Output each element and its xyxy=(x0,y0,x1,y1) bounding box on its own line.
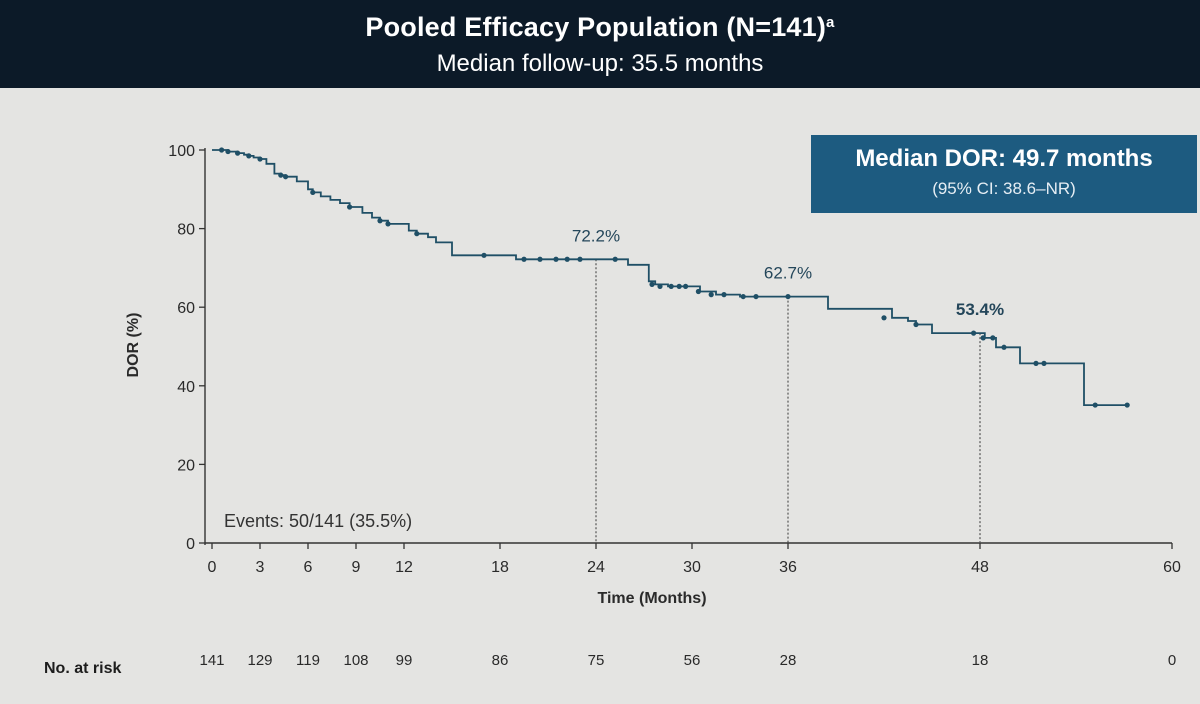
risk-table-value: 108 xyxy=(343,652,368,669)
title-footnote-marker: a xyxy=(826,14,835,31)
censor-mark xyxy=(668,283,674,289)
landmark-rate-label: 72.2% xyxy=(572,226,620,245)
risk-table-value: 86 xyxy=(492,652,509,669)
y-axis-title: DOR (%) xyxy=(125,313,142,378)
km-curve-line xyxy=(212,149,1128,406)
censor-mark xyxy=(1001,344,1007,350)
slide-title: Pooled Efficacy Population (N=141)a xyxy=(0,12,1200,43)
censor-mark xyxy=(980,335,986,341)
censor-mark xyxy=(753,293,759,300)
censor-mark xyxy=(414,231,420,237)
km-curve-group xyxy=(212,147,1130,408)
censor-mark xyxy=(1033,360,1039,366)
x-tick-label: 3 xyxy=(256,559,265,576)
reference-lines xyxy=(595,259,981,543)
censor-mark xyxy=(347,204,353,210)
censor-mark xyxy=(785,293,791,300)
censor-mark xyxy=(219,147,225,153)
censor-mark xyxy=(577,256,583,262)
x-tick-label: 9 xyxy=(352,559,361,576)
censor-mark xyxy=(708,292,714,298)
risk-table-value: 141 xyxy=(199,652,224,669)
censor-mark xyxy=(537,256,543,262)
events-label: Events: 50/141 (35.5%) xyxy=(224,511,412,531)
censor-mark xyxy=(278,172,284,178)
risk-table-value: 129 xyxy=(247,652,272,669)
censor-mark xyxy=(657,283,663,289)
censor-mark xyxy=(283,174,289,180)
x-tick-label: 18 xyxy=(491,559,509,576)
censor-mark xyxy=(225,148,231,155)
y-tick-label: 40 xyxy=(177,379,195,396)
risk-table-value: 28 xyxy=(780,652,797,669)
risk-table-value: 75 xyxy=(588,652,605,669)
slide-title-text: Pooled Efficacy Population (N=141) xyxy=(365,12,827,42)
censor-mark xyxy=(246,153,252,159)
censor-mark xyxy=(913,321,919,328)
y-tick-label: 100 xyxy=(168,143,195,160)
y-tick-label: 80 xyxy=(177,222,195,239)
censor-mark xyxy=(377,218,383,224)
censor-mark xyxy=(649,281,655,288)
y-tick-label: 20 xyxy=(177,457,195,474)
censor-mark xyxy=(385,221,391,227)
x-tick-label: 0 xyxy=(208,559,217,576)
median-dor-ci: (95% CI: 38.6–NR) xyxy=(932,179,1076,198)
median-dor-text: Median DOR: 49.7 months xyxy=(855,145,1153,172)
censor-mark xyxy=(564,256,570,262)
censor-mark xyxy=(683,283,689,289)
y-tick-label: 60 xyxy=(177,300,195,317)
x-tick-label: 6 xyxy=(304,559,313,576)
censor-mark xyxy=(310,189,316,196)
censor-mark xyxy=(676,283,682,289)
landmark-rate-label: 62.7% xyxy=(764,264,812,283)
censor-mark xyxy=(235,150,241,156)
risk-table-label: No. at risk xyxy=(44,660,121,677)
risk-table-value: 0 xyxy=(1168,652,1176,669)
median-dor-box: Median DOR: 49.7 months (95% CI: 38.6–NR… xyxy=(811,135,1197,213)
censor-mark xyxy=(1041,360,1047,366)
censor-mark xyxy=(521,256,527,262)
censor-mark xyxy=(971,330,977,336)
slide-header: Pooled Efficacy Population (N=141)a Medi… xyxy=(0,0,1200,88)
y-tick-label: 0 xyxy=(186,536,195,553)
x-tick-label: 48 xyxy=(971,559,989,576)
x-tick-label: 36 xyxy=(779,559,797,576)
x-tick-label: 60 xyxy=(1163,559,1181,576)
landmark-rate-label: 53.4% xyxy=(956,300,1004,319)
risk-table-value: 56 xyxy=(684,652,701,669)
risk-table-value: 119 xyxy=(296,652,320,669)
censor-mark xyxy=(990,335,996,341)
x-tick-label: 24 xyxy=(587,559,605,576)
x-tick-label: 12 xyxy=(395,559,413,576)
censor-mark xyxy=(612,256,618,262)
x-tick-label: 30 xyxy=(683,559,701,576)
censor-mark xyxy=(881,315,887,321)
risk-table-value: 18 xyxy=(972,652,989,669)
chart-labels: 72.2% 62.7% 53.4% Events: 50/141 (35.5%) No.… xyxy=(44,226,1176,677)
risk-table-value: 99 xyxy=(396,652,413,669)
censor-mark xyxy=(721,292,727,298)
censor-mark xyxy=(1092,402,1098,408)
censor-mark xyxy=(740,293,746,300)
censor-mark xyxy=(553,256,559,262)
slide-subtitle: Median follow-up: 35.5 months xyxy=(436,50,764,77)
censor-mark xyxy=(481,252,487,258)
censor-mark xyxy=(1124,402,1130,408)
censor-mark xyxy=(257,156,263,162)
x-axis-title: Time (Months) xyxy=(597,590,706,607)
censor-mark xyxy=(695,288,702,295)
